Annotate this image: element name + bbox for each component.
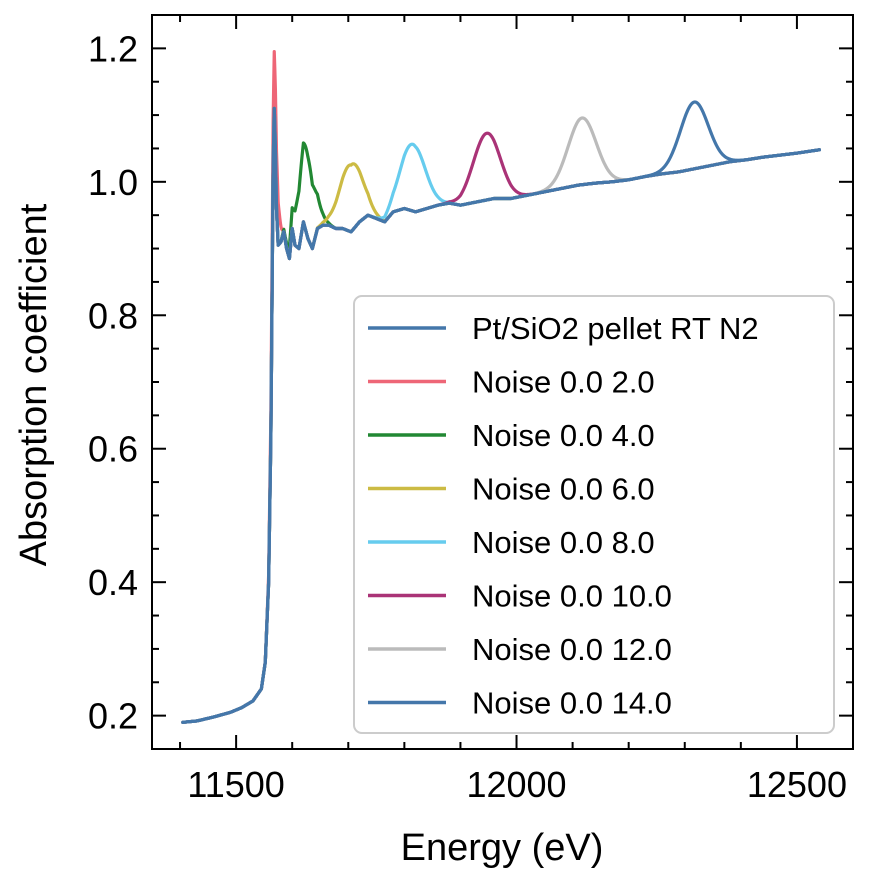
series-line-0 — [181, 106, 821, 724]
legend-label-3: Noise 0.0 6.0 — [472, 472, 655, 507]
legend-label-2: Noise 0.0 4.0 — [472, 418, 655, 453]
legend-label-6: Noise 0.0 12.0 — [472, 632, 672, 667]
legend: Pt/SiO2 pellet RT N2 Noise 0.0 2.0 Noise 0… — [353, 295, 835, 734]
y-tick-label: 1.0 — [88, 162, 138, 203]
legend-label-5: Noise 0.0 10.0 — [472, 579, 672, 614]
x-tick-label: 12000 — [466, 764, 566, 805]
plot-lines — [181, 50, 821, 724]
y-tick-label: 0.2 — [88, 696, 138, 737]
axis-ticks — [152, 14, 854, 750]
legend-items: Pt/SiO2 pellet RT N2 Noise 0.0 2.0 Noise 0… — [368, 311, 759, 721]
tick-labels: 11500 12000 12500 0.2 0.4 0.6 0.8 1.0 1.2 — [88, 28, 847, 805]
legend-frame — [353, 295, 835, 734]
x-tick-label: 11500 — [187, 764, 284, 805]
y-tick-label: 1.2 — [88, 28, 138, 69]
legend-label-0: Pt/SiO2 pellet RT N2 — [472, 311, 759, 346]
x-tick-label: 12500 — [747, 764, 847, 805]
y-tick-label: 0.8 — [88, 295, 138, 336]
y-tick-label: 0.6 — [88, 429, 138, 470]
legend-label-1: Noise 0.0 2.0 — [472, 365, 655, 400]
legend-label-7: Noise 0.0 14.0 — [472, 686, 672, 721]
y-tick-label: 0.4 — [88, 562, 138, 603]
y-axis-label: Absorption coefficient — [13, 203, 55, 566]
legend-label-4: Noise 0.0 8.0 — [472, 525, 655, 560]
x-axis-label: Energy (eV) — [401, 827, 604, 869]
